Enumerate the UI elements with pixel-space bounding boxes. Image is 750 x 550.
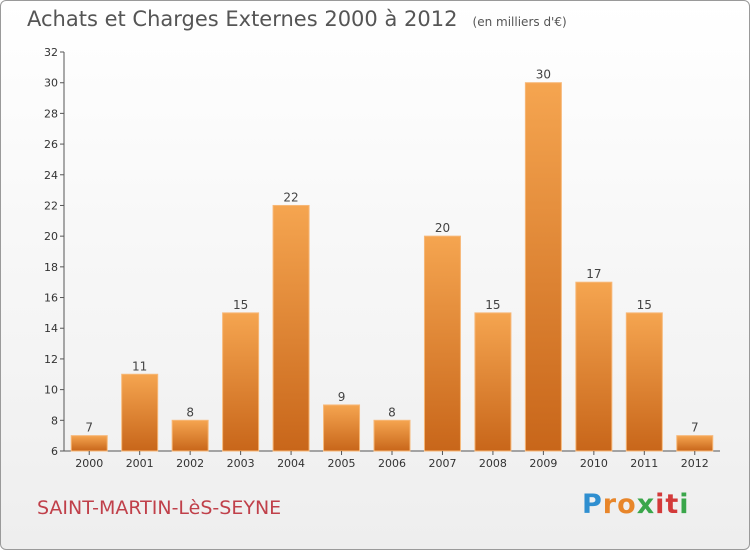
y-tick-label: 18	[44, 261, 58, 274]
value-label-2011: 15	[637, 298, 652, 312]
value-label-2005: 9	[338, 390, 346, 404]
y-tick-label: 30	[44, 77, 58, 90]
y-tick-label: 12	[44, 353, 58, 366]
value-label-2003: 15	[233, 298, 248, 312]
x-tick-label-2011: 2011	[630, 457, 658, 470]
chart-subtitle: (en milliers d'€)	[472, 15, 567, 29]
value-label-2001: 11	[132, 359, 147, 373]
bar-2006	[373, 419, 411, 452]
y-tick-label: 24	[44, 169, 58, 182]
logo-letter: o	[617, 489, 637, 520]
x-tick-label-2004: 2004	[277, 457, 305, 470]
x-tick-label-2009: 2009	[529, 457, 557, 470]
logo-letter: t	[665, 489, 680, 520]
bar-2008	[474, 312, 512, 452]
x-tick-label-2005: 2005	[328, 457, 356, 470]
bar-2011	[625, 312, 663, 452]
bar-2000	[70, 435, 108, 452]
y-tick-label: 32	[44, 46, 58, 59]
value-label-2004: 22	[283, 190, 298, 204]
y-tick-label: 26	[44, 138, 58, 151]
bar-2003	[222, 312, 260, 452]
proxiti-logo: Proxiti	[582, 489, 690, 520]
commune-name: SAINT-MARTIN-LèS-SEYNE	[37, 497, 282, 519]
value-label-2000: 7	[85, 421, 93, 435]
value-label-2010: 17	[586, 267, 601, 281]
y-tick-label: 10	[44, 384, 58, 397]
y-tick-label: 14	[44, 322, 58, 335]
value-label-2008: 15	[485, 298, 500, 312]
bar-2010	[575, 281, 613, 452]
x-tick-label-2006: 2006	[378, 457, 406, 470]
value-label-2012: 7	[691, 421, 699, 435]
value-label-2002: 8	[186, 405, 194, 419]
x-tick-label-2007: 2007	[428, 457, 456, 470]
bar-2009	[524, 82, 562, 452]
x-tick-label-2001: 2001	[126, 457, 154, 470]
x-tick-label-2000: 2000	[75, 457, 103, 470]
logo-letter: i	[679, 489, 690, 520]
y-tick-label: 6	[51, 445, 58, 458]
x-tick-label-2002: 2002	[176, 457, 204, 470]
logo-letter: i	[655, 489, 666, 520]
y-tick-label: 28	[44, 107, 58, 120]
logo-letter: x	[636, 489, 656, 520]
title-block: Achats et Charges Externes 2000 à 2012 (…	[27, 7, 567, 31]
y-tick-label: 16	[44, 292, 58, 305]
bar-2001	[121, 373, 159, 452]
x-tick-label-2008: 2008	[479, 457, 507, 470]
logo-letter: P	[582, 489, 603, 520]
logo-letter: r	[602, 489, 618, 520]
value-label-2006: 8	[388, 405, 396, 419]
bar-2004	[272, 204, 310, 452]
y-tick-label: 20	[44, 230, 58, 243]
x-tick-label-2012: 2012	[681, 457, 709, 470]
x-tick-label-2010: 2010	[580, 457, 608, 470]
value-label-2009: 30	[536, 68, 551, 82]
bar-2002	[171, 419, 209, 452]
bar-2007	[423, 235, 461, 452]
bar-2012	[676, 435, 714, 452]
chart-title: Achats et Charges Externes 2000 à 2012	[27, 7, 458, 31]
bar-2005	[323, 404, 361, 452]
y-tick-label: 8	[51, 414, 58, 427]
y-tick-label: 22	[44, 199, 58, 212]
x-tick-label-2003: 2003	[227, 457, 255, 470]
value-label-2007: 20	[435, 221, 450, 235]
